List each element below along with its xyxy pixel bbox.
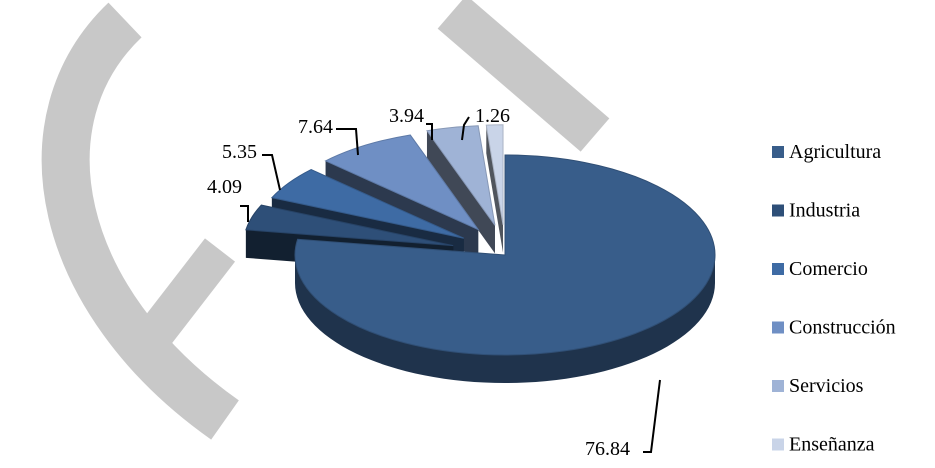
legend-label: Comercio [789, 258, 868, 280]
slice-top [294, 154, 716, 356]
slice-side [295, 255, 715, 383]
legend-item-servicios: Servicios [772, 375, 864, 397]
legend-label: Industria [789, 200, 860, 222]
pie-slice-ensenanza [485, 124, 504, 253]
slice-top [324, 134, 480, 231]
leader-line-ensenanza [461, 116, 470, 141]
data-labels: 76.84 4.09 5.35 7.64 3.94 1.26 [207, 105, 630, 460]
slice-edge [426, 130, 495, 254]
slice-top [245, 204, 454, 247]
legend-item-comercio: Comercio [772, 258, 868, 280]
watermark [41, 0, 610, 440]
leader-line-agricultura [643, 379, 661, 453]
leader-line-servicios [426, 123, 433, 140]
legend-label: Enseñanza [789, 434, 875, 456]
data-label-industria: 4.09 [207, 176, 242, 198]
pie-slice-servicios [426, 125, 496, 254]
legend-swatch [772, 321, 784, 334]
leader-line-comercio [262, 154, 281, 191]
slice-top [426, 125, 496, 226]
legend-label: Servicios [789, 375, 864, 397]
pie-slices [245, 124, 716, 383]
pie-slice-agricultura [294, 154, 716, 383]
slice-top [485, 124, 504, 225]
legend-swatch [772, 438, 784, 451]
legend-item-construccion: Construcción [772, 317, 896, 339]
leader-lines [240, 116, 661, 453]
slice-edge [486, 125, 504, 253]
legend-swatch [772, 263, 784, 275]
leader-line-industria [240, 205, 249, 222]
watermark-stroke [437, 0, 610, 152]
data-label-construccion: 7.64 [298, 116, 333, 138]
legend-item-industria: Industria [772, 200, 860, 222]
legend-label: Construcción [789, 317, 896, 339]
data-label-comercio: 5.35 [222, 141, 257, 163]
legend-item-ensenanza: Enseñanza [772, 434, 875, 456]
data-label-servicios: 3.94 [389, 105, 424, 127]
legend-label: Agricultura [789, 141, 881, 163]
legend-swatch [772, 380, 784, 392]
data-label-agricultura: 76.84 [585, 438, 630, 460]
legend-item-agricultura: Agricultura [772, 141, 881, 163]
legend-swatch [772, 146, 784, 158]
slice-top [270, 169, 464, 239]
data-label-ensenanza: 1.26 [475, 105, 510, 127]
watermark-arc [41, 2, 239, 440]
legend: Agricultura Industria Comercio Construcción… [772, 141, 896, 456]
legend-swatch [772, 204, 784, 217]
watermark-stroke [136, 238, 236, 350]
leader-line-construccion [336, 128, 359, 156]
